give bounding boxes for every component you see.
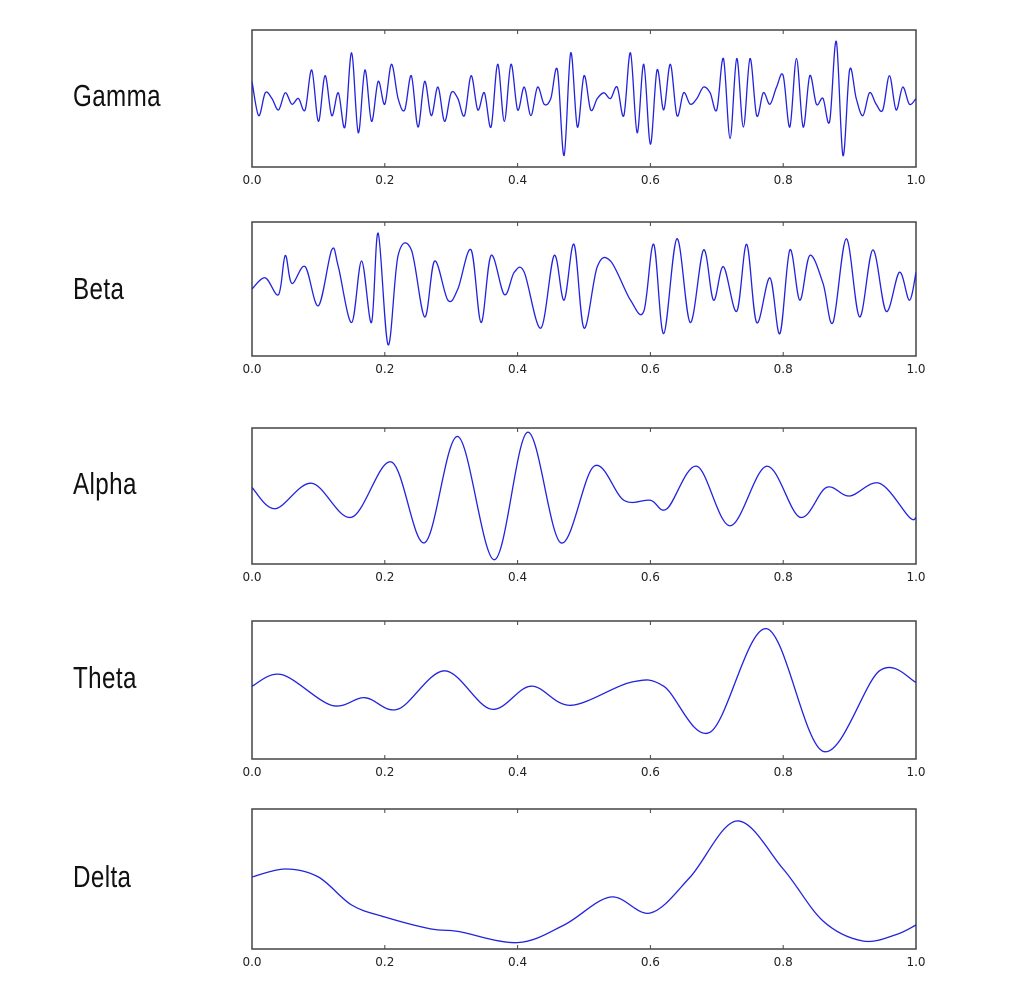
plot-delta: 0.0 0.2 0.4 0.6 0.8 1.0 bbox=[242, 808, 926, 971]
band-label-alpha: Alpha bbox=[73, 466, 137, 501]
x-tick-label: 0.4 bbox=[508, 765, 527, 779]
x-tick-label: 0.0 bbox=[242, 955, 261, 969]
plot-theta: 0.0 0.2 0.4 0.6 0.8 1.0 bbox=[242, 620, 926, 781]
x-tick-label: 0.2 bbox=[375, 173, 394, 187]
x-tick-label: 0.2 bbox=[375, 955, 394, 969]
x-tick-label: 0.6 bbox=[641, 955, 660, 969]
plot-svg: 0.0 0.2 0.4 0.6 0.8 1.0 bbox=[242, 221, 926, 376]
x-tick-label: 0.4 bbox=[508, 955, 527, 969]
signal-trace bbox=[251, 431, 917, 561]
x-tick-label: 1.0 bbox=[906, 362, 925, 376]
x-tick-label: 1.0 bbox=[906, 955, 925, 969]
x-tick-label: 0.6 bbox=[641, 362, 660, 376]
x-tick-label: 0.8 bbox=[774, 955, 793, 969]
x-tick-label: 1.0 bbox=[906, 765, 925, 779]
x-tick-label: 0.2 bbox=[375, 362, 394, 376]
x-tick-label: 0.4 bbox=[508, 173, 527, 187]
plot-svg: 0.0 0.2 0.4 0.6 0.8 1.0 bbox=[242, 427, 926, 584]
plot-frame bbox=[251, 221, 917, 357]
x-tick-label: 0.2 bbox=[375, 570, 394, 584]
plot-svg: 0.0 0.2 0.4 0.6 0.8 1.0 bbox=[242, 29, 926, 187]
x-tick-label: 0.6 bbox=[641, 173, 660, 187]
plot-beta: 0.0 0.2 0.4 0.6 0.8 1.0 bbox=[242, 221, 926, 378]
x-tick-label: 0.8 bbox=[774, 570, 793, 584]
x-tick-label: 1.0 bbox=[906, 173, 925, 187]
band-label-delta: Delta bbox=[73, 859, 132, 894]
x-tick-label: 1.0 bbox=[906, 570, 925, 584]
x-tick-label: 0.8 bbox=[774, 765, 793, 779]
signal-trace bbox=[251, 820, 917, 944]
x-tick-label: 0.8 bbox=[774, 362, 793, 376]
band-label-beta: Beta bbox=[73, 271, 125, 306]
plot-frame bbox=[251, 808, 917, 950]
x-tick-label: 0.0 bbox=[242, 570, 261, 584]
plot-frame bbox=[251, 29, 917, 168]
signal-trace bbox=[251, 40, 917, 157]
plot-frame bbox=[251, 427, 917, 565]
signal-trace bbox=[251, 232, 917, 346]
x-tick-label: 0.0 bbox=[242, 765, 261, 779]
x-tick-label: 0.6 bbox=[641, 765, 660, 779]
band-label-gamma: Gamma bbox=[73, 78, 161, 113]
x-tick-label: 0.6 bbox=[641, 570, 660, 584]
plot-gamma: 0.0 0.2 0.4 0.6 0.8 1.0 bbox=[242, 29, 926, 189]
x-tick-label: 0.0 bbox=[242, 173, 261, 187]
x-tick-label: 0.0 bbox=[242, 362, 261, 376]
x-tick-label: 0.4 bbox=[508, 570, 527, 584]
x-tick-label: 0.8 bbox=[774, 173, 793, 187]
plot-svg: 0.0 0.2 0.4 0.6 0.8 1.0 bbox=[242, 808, 926, 969]
plot-frame bbox=[251, 620, 917, 760]
signal-trace bbox=[251, 628, 917, 753]
plot-svg: 0.0 0.2 0.4 0.6 0.8 1.0 bbox=[242, 620, 926, 779]
x-tick-label: 0.4 bbox=[508, 362, 527, 376]
plot-alpha: 0.0 0.2 0.4 0.6 0.8 1.0 bbox=[242, 427, 926, 586]
band-label-theta: Theta bbox=[73, 660, 137, 695]
x-tick-label: 0.2 bbox=[375, 765, 394, 779]
